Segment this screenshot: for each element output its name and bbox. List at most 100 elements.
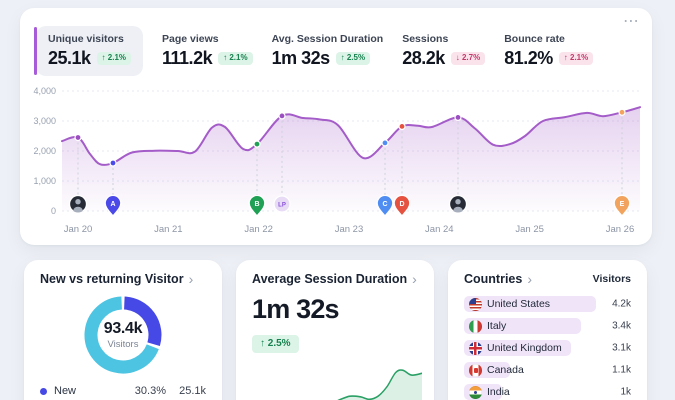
session-sparkline-svg — [337, 369, 422, 400]
countries-header: Countries › Visitors — [464, 272, 631, 286]
country-visitors: 1k — [620, 386, 631, 398]
session-sparkline-chart — [248, 355, 422, 400]
sparkline-line — [337, 369, 422, 400]
country-row-gb[interactable]: United Kingdom 3.1k — [464, 340, 631, 356]
area-fill — [62, 107, 640, 211]
kpi-label: Bounce rate — [504, 32, 565, 45]
pin-letter: C — [382, 201, 387, 208]
country-bar — [464, 296, 596, 312]
data-point-dot — [381, 139, 389, 147]
kpi-delta-badge: ↑ 2.1% — [218, 51, 253, 65]
data-point-dot — [253, 140, 261, 148]
kpi-label: Page views — [162, 32, 219, 45]
x-axis-label: Jan 24 — [425, 224, 454, 235]
legend-name: New — [54, 385, 77, 397]
country-name: Canada — [487, 364, 524, 376]
legend-value: 25.1k — [179, 385, 206, 397]
kpi-value: 28.2k — [402, 47, 445, 68]
donut-total: 93.4k — [103, 320, 143, 337]
new-vs-returning-card: New vs returning Visitor › 93.4k Visitor… — [24, 260, 222, 400]
y-axis-label: 4,000 — [33, 86, 56, 96]
kpi-value-row: 1m 32s ↑ 2.5% — [272, 48, 384, 69]
x-axis-label: Jan 22 — [244, 224, 273, 235]
badge-letters: LP — [278, 203, 286, 209]
card-title: Average Session Duration — [252, 272, 408, 286]
session-delta-badge: ↑ 2.5% — [252, 335, 299, 353]
country-row-it[interactable]: Italy 3.4k — [464, 318, 631, 334]
pin-letter: E — [620, 201, 625, 208]
kpi-sessions[interactable]: Sessions 28.2k ↓ 2.7% — [402, 26, 486, 76]
kpi-unique-visitors[interactable]: Unique visitors 25.1k ↑ 2.1% — [33, 25, 144, 76]
visitors-chart-svg: 4,000 3,000 2,000 1,000 0 Jan 20 Jan 21 Jan 22 J… — [33, 86, 641, 235]
donut-center: 93.4k Visitors — [77, 289, 169, 381]
x-axis-label: Jan 21 — [154, 224, 183, 235]
event-pin-d[interactable]: D — [393, 194, 411, 218]
kpi-label: Sessions — [402, 32, 449, 45]
kpi-value: 1m 32s — [271, 47, 331, 68]
line-path — [61, 106, 641, 167]
card-title: Countries — [464, 272, 523, 286]
kpi-avg-session-duration[interactable]: Avg. Session Duration 1m 32s ↑ 2.5% — [272, 26, 384, 76]
kpi-delta-badge: ↑ 2.1% — [558, 51, 594, 65]
flag-gb-icon — [469, 341, 482, 355]
country-row-in[interactable]: India 1k — [464, 384, 631, 400]
country-visitors: 1.1k — [612, 364, 631, 376]
donut-svg — [84, 296, 162, 374]
event-pin-b[interactable]: B — [248, 194, 266, 218]
session-title-link[interactable]: Average Session Duration › — [252, 272, 418, 286]
chevron-right-icon: › — [412, 271, 417, 287]
legend-item-new[interactable]: New 30.3% 25.1k — [40, 385, 206, 397]
countries-title-link[interactable]: Countries › — [464, 272, 532, 286]
country-label: United States — [464, 296, 550, 312]
countries-list: United States 4.2k Italy 3.4k United Kingdom… — [464, 296, 631, 400]
chevron-right-icon: › — [527, 271, 533, 287]
country-label: Canada — [464, 362, 524, 378]
data-point-dot — [109, 159, 117, 167]
new-vs-returning-title-link[interactable]: New vs returning Visitor › — [40, 272, 206, 286]
y-axis-label: 2,000 — [33, 146, 56, 156]
pin-letter: A — [110, 201, 115, 208]
visitors-donut-chart: 93.4k Visitors — [77, 289, 169, 381]
legend-percent: 30.3% — [134, 385, 166, 397]
event-pin-a[interactable]: A — [104, 194, 122, 218]
y-axis-label: 1,000 — [33, 176, 56, 186]
country-name: United Kingdom — [487, 342, 562, 354]
x-axis-label: Jan 23 — [335, 224, 364, 235]
flag-it-icon — [469, 319, 482, 333]
kpi-delta-badge: ↓ 2.7% — [450, 51, 486, 65]
chevron-right-icon: › — [188, 271, 194, 287]
donut-segment-returning — [84, 296, 159, 374]
event-pin-e[interactable]: E — [613, 194, 631, 218]
user-avatar-marker[interactable] — [68, 194, 88, 215]
y-axis-label: 0 — [51, 206, 56, 216]
country-row-ca[interactable]: Canada 1.1k — [464, 362, 631, 378]
kpi-delta-badge: ↑ 2.5% — [335, 51, 371, 65]
country-label: United Kingdom — [464, 340, 562, 356]
kpi-delta-badge: ↑ 2.1% — [96, 51, 132, 65]
event-pin-lp[interactable]: LP — [273, 195, 291, 213]
data-point-dot — [618, 108, 626, 116]
country-visitors: 4.2k — [612, 298, 631, 310]
kpi-bounce-rate[interactable]: Bounce rate 81.2% ↑ 2.1% — [504, 26, 594, 76]
kpi-page-views[interactable]: Page views 111.2k ↑ 2.1% — [162, 26, 253, 76]
kpi-label: Avg. Session Duration — [271, 32, 384, 45]
session-duration-value: 1m 32s — [252, 294, 340, 324]
donut-segment-new — [123, 296, 162, 347]
country-row-us[interactable]: United States 4.2k — [464, 296, 631, 312]
event-pin-c[interactable]: C — [376, 194, 394, 218]
overview-card: ⋯ Unique visitors 25.1k ↑ 2.1% Page views 11… — [20, 8, 652, 245]
kpi-label: Unique visitors — [48, 32, 124, 45]
user-avatar-marker[interactable] — [448, 194, 468, 215]
data-point-dot — [74, 133, 82, 142]
country-name: Italy — [487, 320, 507, 332]
pin-letter: B — [254, 201, 259, 208]
country-bar — [464, 340, 571, 356]
kpi-value: 81.2% — [504, 47, 553, 68]
x-axis-label: Jan 26 — [606, 224, 635, 235]
overflow-menu-icon[interactable]: ⋯ — [623, 13, 640, 30]
kpi-value-row: 81.2% ↑ 2.1% — [504, 47, 594, 69]
visitors-column-header: Visitors — [592, 273, 631, 285]
flag-in-icon — [469, 385, 482, 399]
flag-us-icon — [469, 297, 482, 311]
kpi-value-row: 28.2k ↓ 2.7% — [402, 47, 486, 69]
